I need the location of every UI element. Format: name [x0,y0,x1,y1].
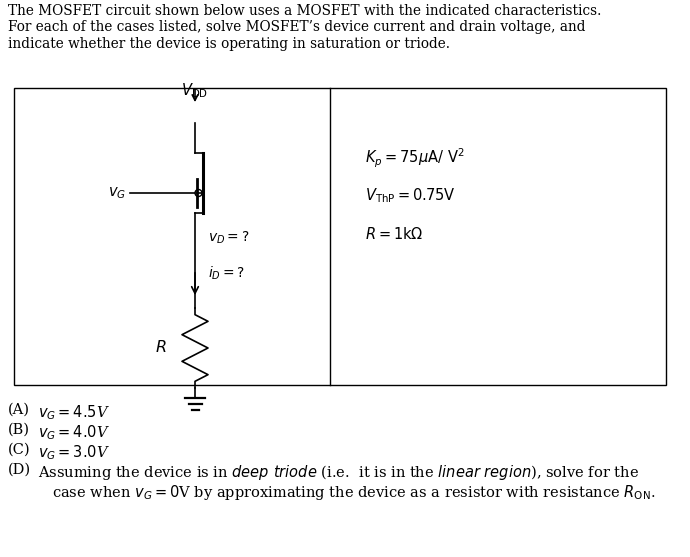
Text: $V_{\rm DD}$: $V_{\rm DD}$ [181,81,208,100]
Text: $R$: $R$ [155,340,167,356]
Text: (A): (A) [8,403,30,417]
Text: $i_D =?$: $i_D =?$ [208,265,245,282]
Text: $v_G = 4.0$V: $v_G = 4.0$V [38,423,110,442]
Text: $v_G$: $v_G$ [108,185,126,201]
Text: $V_{{\rm ThP}} = 0.75{\rm V}$: $V_{{\rm ThP}} = 0.75{\rm V}$ [365,187,455,206]
Bar [14,88,666,385]
Text: Assuming the device is in $\it{deep\ triode}$ (i.e.  it is in the $\it{linear\ r: Assuming the device is in $\it{deep\ tri… [38,463,639,482]
Text: (B): (B) [8,423,30,437]
Text: For each of the cases listed, solve MOSFET’s device current and drain voltage, a: For each of the cases listed, solve MOSF… [8,21,586,35]
Text: $v_D =?$: $v_D =?$ [208,230,249,246]
Text: $R = 1{\rm k}\Omega$: $R = 1{\rm k}\Omega$ [365,226,424,242]
Text: The MOSFET circuit shown below uses a MOSFET with the indicated characteristics.: The MOSFET circuit shown below uses a MO… [8,4,602,18]
Text: $v_G = 3.0$V: $v_G = 3.0$V [38,443,110,462]
Text: $v_G = 4.5$V: $v_G = 4.5$V [38,403,110,422]
Text: (D): (D) [8,463,31,477]
Text: case when $v_G = 0$V by approximating the device as a resistor with resistance $: case when $v_G = 0$V by approximating th… [52,483,656,502]
Text: indicate whether the device is operating in saturation or triode.: indicate whether the device is operating… [8,37,450,51]
Text: (C): (C) [8,443,30,457]
Text: $K_p = 75\mu{\rm A}/ \ {\rm V}^2$: $K_p = 75\mu{\rm A}/ \ {\rm V}^2$ [365,146,464,170]
